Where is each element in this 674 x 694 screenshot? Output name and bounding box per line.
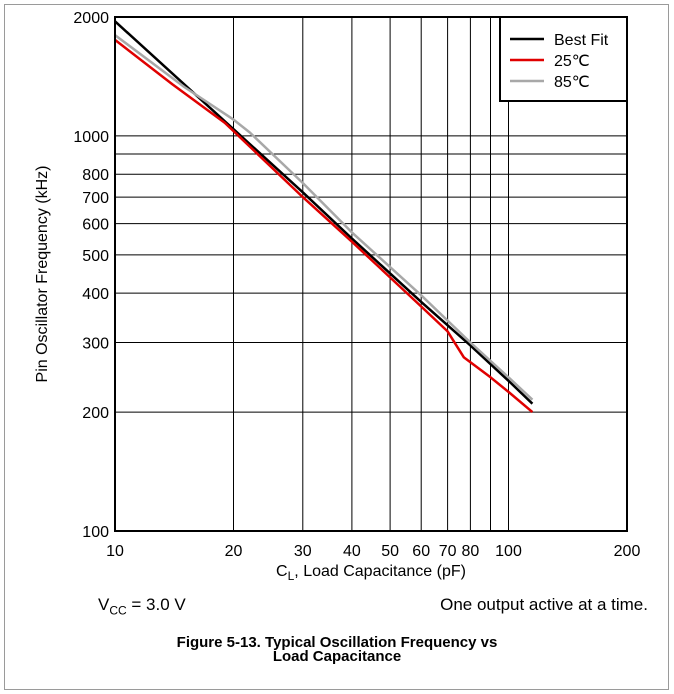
figure-frame (4, 4, 669, 690)
series-line-2 (114, 38, 534, 414)
legend-label-3: 85℃ (554, 74, 590, 91)
x-tick-label-80: 80 (462, 543, 480, 560)
legend: Best Fit 25℃ 85℃ (499, 16, 628, 102)
y-tick-label-600: 600 (82, 217, 109, 234)
x-axis-label: CL, Load Capacitance (pF) (276, 563, 466, 583)
x-axis-label-prefix: C (276, 563, 288, 580)
vcc-subscript: CC (109, 603, 127, 618)
legend-label-2: 25℃ (554, 53, 590, 70)
y-tick-label-300: 300 (82, 336, 109, 353)
y-tick-label-1000: 1000 (73, 129, 109, 146)
y-gridlines (115, 135, 627, 413)
legend-label-1: Best Fit (554, 32, 609, 49)
x-tick-label-40: 40 (343, 543, 361, 560)
x-axis-label-subscript: L (288, 569, 295, 583)
x-tick-label-30: 30 (294, 543, 312, 560)
y-tick-labels: 100 200 300 400 500 600 700 800 1000 2000 (73, 10, 109, 541)
y-tick-label-2000: 2000 (73, 10, 109, 27)
plot-area-border (114, 16, 628, 532)
x-tick-label-10: 10 (106, 543, 124, 560)
x-tick-label-20: 20 (225, 543, 243, 560)
x-tick-label-100: 100 (495, 543, 522, 560)
x-tick-label-200: 200 (614, 543, 641, 560)
y-tick-label-200: 200 (82, 405, 109, 422)
y-tick-label-400: 400 (82, 286, 109, 303)
series-line-3 (114, 34, 534, 401)
x-tick-labels: 10 20 30 40 50 60 70 80 100 200 (106, 543, 640, 560)
x-gridlines (233, 17, 509, 531)
chart: 10 20 30 40 50 60 70 80 100 200 100 200 300 400 500 60… (34, 10, 640, 583)
series-layer (114, 20, 534, 414)
series-line-1 (114, 20, 534, 405)
output-note: One output active at a time. (440, 595, 648, 614)
y-axis-label: Pin Oscillator Frequency (kHz) (34, 166, 51, 383)
y-tick-label-100: 100 (82, 524, 109, 541)
x-tick-label-70: 70 (439, 543, 457, 560)
figure-caption: Figure 5-13. Typical Oscillation Frequen… (0, 634, 674, 665)
vcc-condition: VCC = 3.0 V (98, 595, 186, 617)
x-axis-label-suffix: , Load Capacitance (pF) (294, 563, 466, 580)
y-tick-label-800: 800 (82, 167, 109, 184)
vcc-value: = 3.0 V (126, 595, 186, 614)
y-tick-label-500: 500 (82, 248, 109, 265)
caption-line-1: Figure 5-13. Typical Oscillation Frequen… (176, 634, 498, 651)
x-tick-label-50: 50 (381, 543, 399, 560)
y-tick-label-700: 700 (82, 190, 109, 207)
vcc-prefix: V (98, 595, 110, 614)
x-tick-label-60: 60 (412, 543, 430, 560)
caption-line-2: Load Capacitance (272, 648, 402, 665)
